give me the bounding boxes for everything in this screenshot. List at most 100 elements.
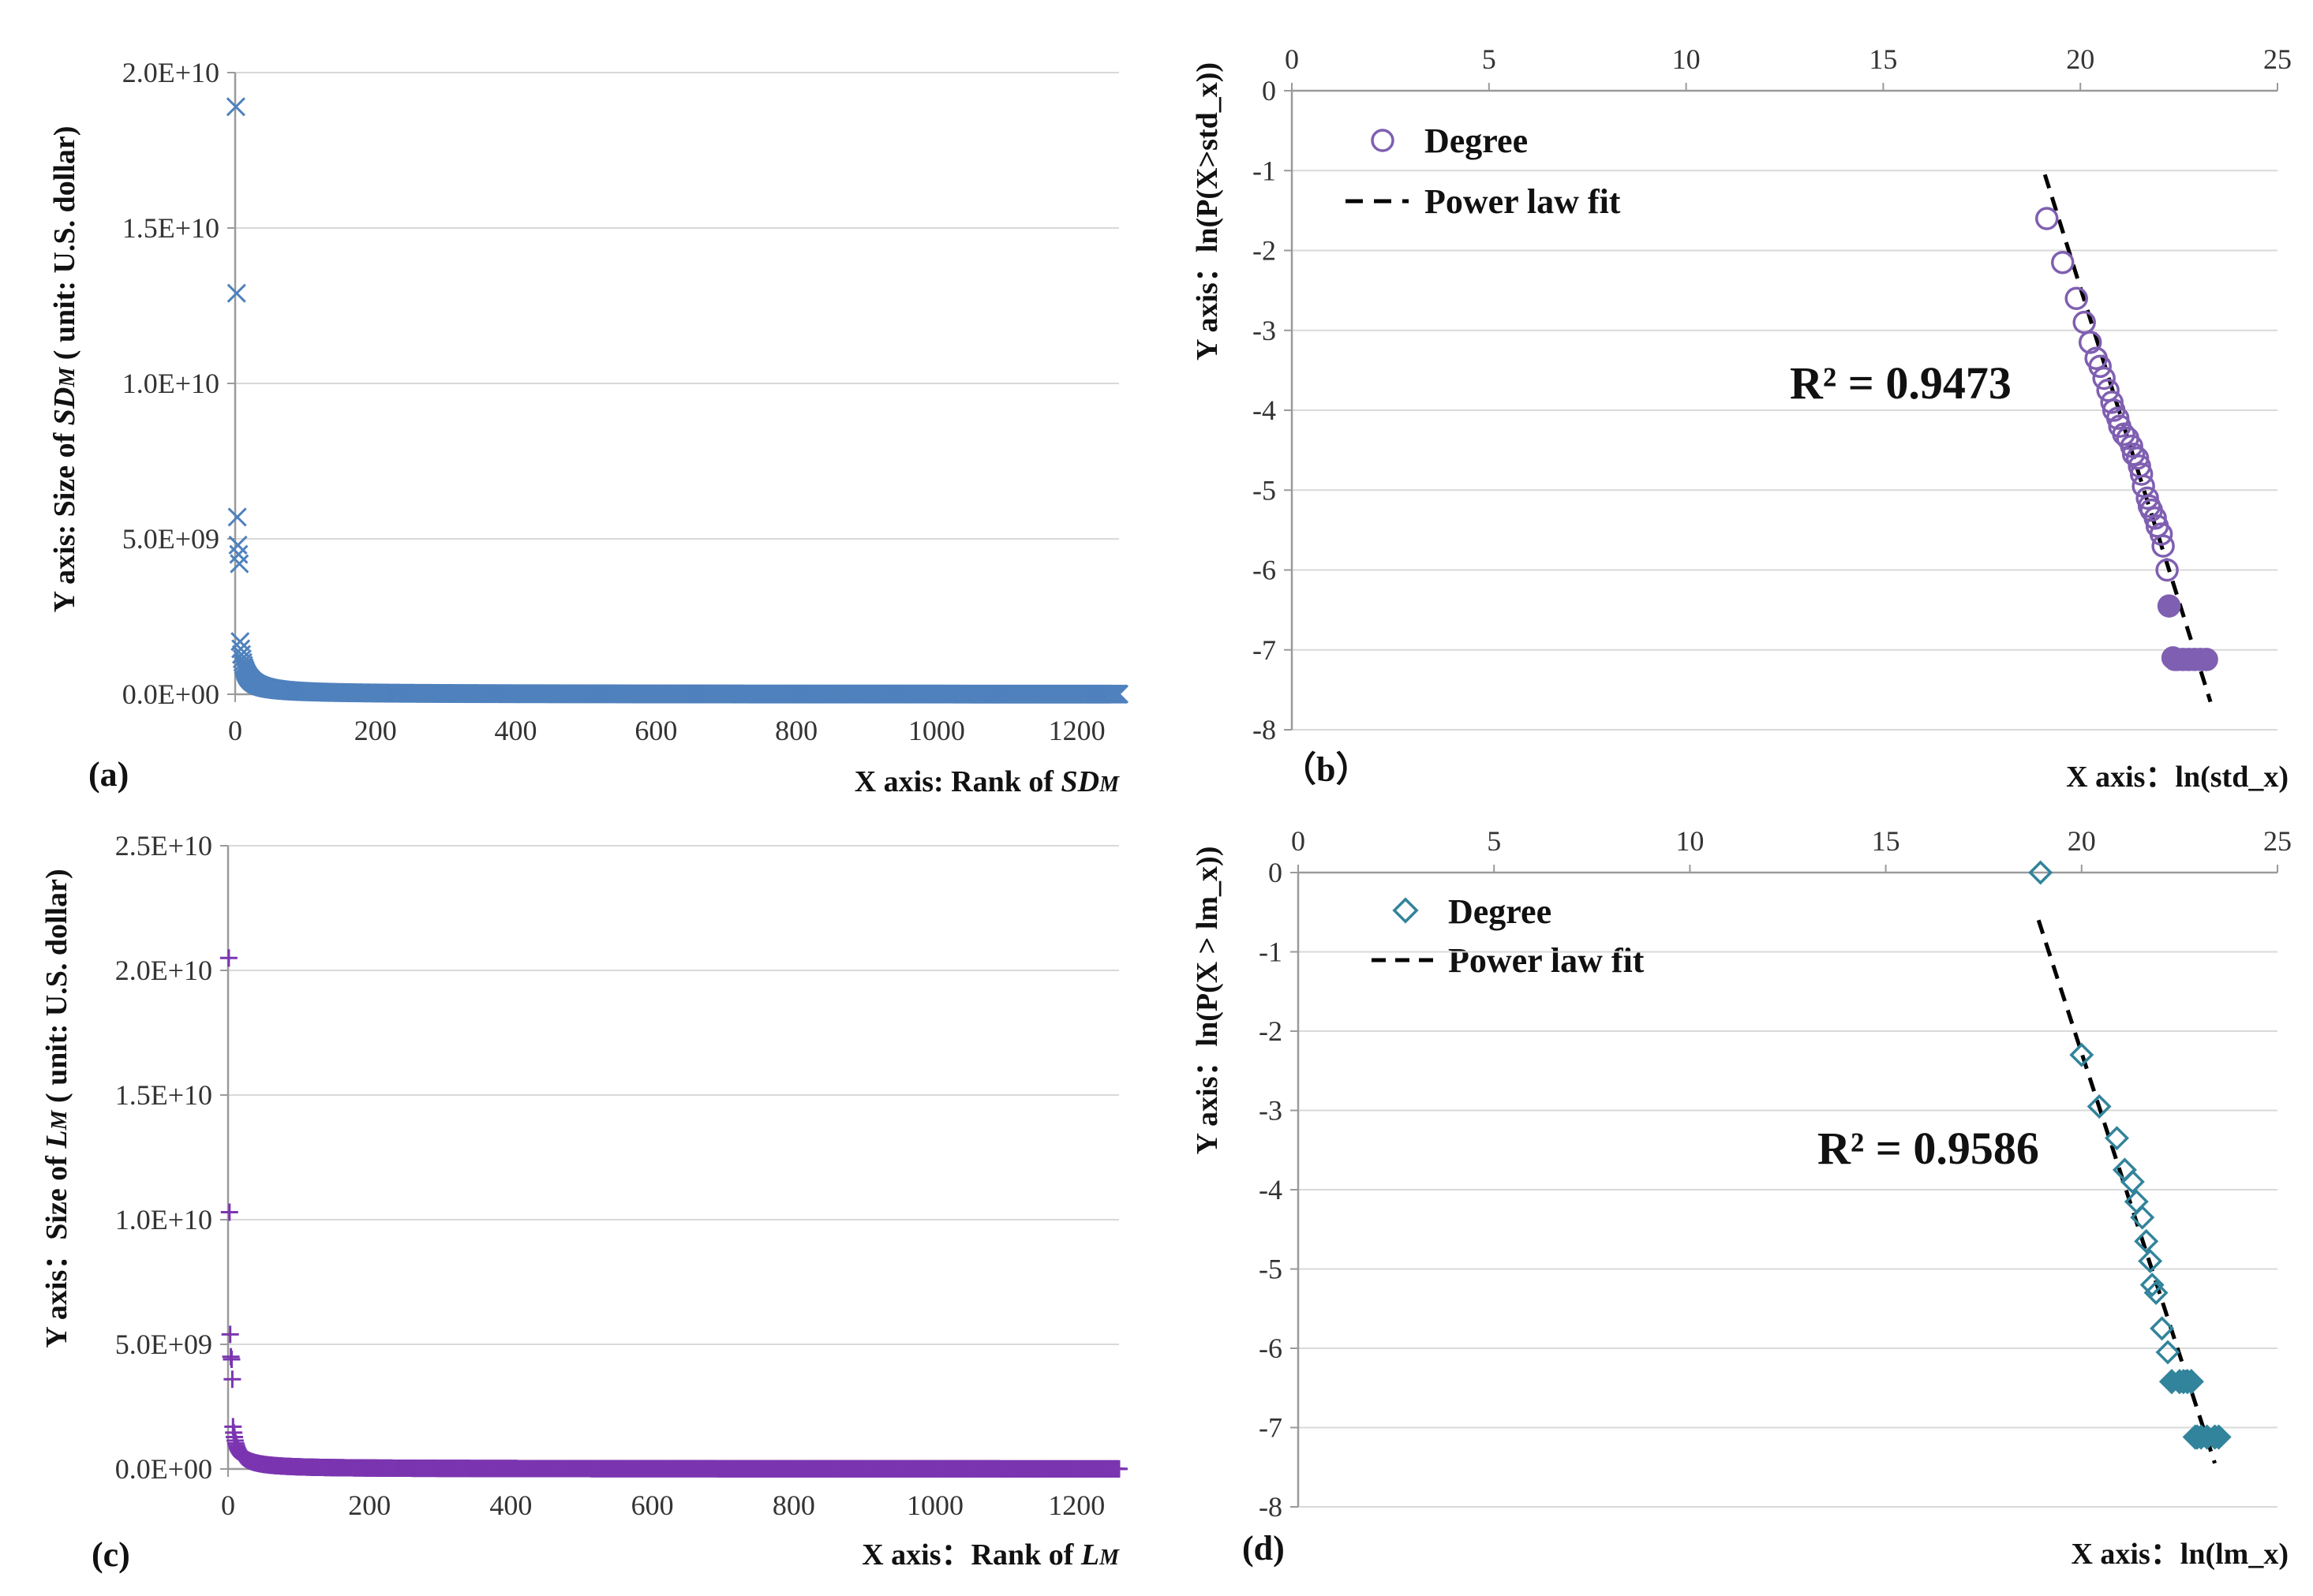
panel-d-data-point — [2206, 1424, 2232, 1450]
panel-c-data-point — [221, 1325, 239, 1344]
panel-d-x-tick-label: 0 — [1291, 825, 1305, 857]
panel-d-data-point — [2150, 1316, 2175, 1341]
panel-a-data-point — [230, 554, 249, 574]
panel-b-data-point — [2050, 250, 2075, 275]
panel-b-x-tick-label: 20 — [2066, 43, 2094, 75]
panel-d: (d) X axis：ln(lm_x) Y axis：ln(P(X > lm_x… — [1191, 847, 2289, 1571]
panel-c-y-tick-label: 5.0E+09 — [115, 1329, 212, 1360]
panel-b-y-tick-label: -4 — [1252, 394, 1276, 426]
panel-b-y-tick-label: -7 — [1252, 634, 1276, 666]
panel-b-x-axis-title: X axis：ln(std_x) — [2066, 761, 2289, 794]
panel-b-y-tick-label: 0 — [1262, 75, 1276, 107]
panel-b-y-tick-label: -2 — [1252, 235, 1276, 267]
panel-a-x-tick-label: 400 — [495, 715, 537, 746]
panel-c-data-point — [220, 1203, 238, 1221]
panel-d-y-tick-label: -6 — [1259, 1332, 1282, 1364]
panel-a-data-point — [226, 97, 245, 117]
panel-a-y-tick-label: 2.0E+10 — [122, 57, 219, 88]
panel-c: (c) X axis：Rank of LM Y axis：Size of LM … — [40, 869, 1120, 1574]
panel-d-x-tick-label: 20 — [2068, 825, 2096, 857]
panel-b-legend-marker-degree — [1371, 129, 1394, 152]
panel-c-label: (c) — [92, 1535, 130, 1574]
panel-b-data-point — [2151, 534, 2175, 558]
panel-a-y-tick-label: 5.0E+09 — [122, 523, 219, 555]
panel-c-y-axis-title: Y axis：Size of LM ( unit: U.S. dollar) — [40, 869, 73, 1347]
panel-a-data-point — [1109, 684, 1129, 704]
panel-d-data-point — [2155, 1340, 2180, 1365]
panel-c-plot: 0.0E+00 5.0E+09 1.0E+10 1.5E+10 2.0E+10 2.5E+… — [115, 830, 1128, 1521]
panel-d-data-point — [2143, 1280, 2169, 1306]
panel-b-data-point — [2092, 366, 2116, 391]
panel-d-x-tick-label: 15 — [1872, 825, 1900, 857]
panel-d-data-point — [2120, 1169, 2145, 1194]
panel-a-x-tick-label: 0 — [228, 715, 242, 746]
panel-d-x-tick-label: 25 — [2263, 825, 2292, 857]
panel-d-y-tick-label: 0 — [1268, 857, 1282, 888]
panel-b-legend-degree: Degree — [1424, 121, 1528, 160]
panel-b-x-tick-label: 15 — [1869, 43, 1897, 75]
panel-a-x-tick-label: 1000 — [908, 715, 965, 746]
panel-b-r-squared: R² = 0.9473 — [1790, 357, 2012, 409]
panel-d-y-axis-title: Y axis：ln(P(X > lm_x)) — [1191, 847, 1224, 1155]
panel-b-data-point — [2121, 442, 2146, 466]
panel-a-x-tick-label: 800 — [775, 715, 818, 746]
panel-a-plot: 0.0E+00 5.0E+09 1.0E+10 1.5E+10 2.0E+10 0 200 4… — [122, 57, 1129, 746]
panel-d-legend-fit: Power law fit — [1448, 941, 1645, 980]
panel-c-data-point — [223, 1370, 241, 1389]
panel-d-label: (d) — [1242, 1529, 1285, 1568]
panel-b-y-axis-title: Y axis：ln(P(X>std_x)) — [1191, 62, 1224, 361]
panel-c-x-tick-label: 200 — [348, 1489, 391, 1521]
panel-c-data-point — [223, 1350, 241, 1368]
panel-d-y-tick-label: -3 — [1259, 1095, 1282, 1127]
panel-b-x-tick-label: 5 — [1482, 43, 1496, 75]
panel-a-y-axis-title: Y axis: Size of SDM ( unit: U.S. dollar) — [48, 126, 81, 613]
panel-d-r-squared: R² = 0.9586 — [1817, 1123, 2039, 1174]
panel-d-data-point — [2028, 860, 2053, 885]
panel-c-data-point — [219, 949, 238, 967]
panel-c-x-axis-title: X axis：Rank of LM — [862, 1538, 1120, 1572]
panel-c-x-tick-label: 800 — [773, 1489, 815, 1521]
panel-b-data-point — [2034, 207, 2059, 230]
panel-b-legend-fit: Power law fit — [1424, 182, 1621, 221]
panel-b-data-point — [2149, 522, 2173, 546]
panel-a-y-tick-label: 1.5E+10 — [122, 212, 219, 244]
panel-c-y-tick-label: 0.0E+00 — [115, 1453, 212, 1485]
panel-d-data-point — [2087, 1093, 2112, 1119]
panel-d-data-point — [2138, 1248, 2163, 1273]
panel-d-data-point — [2134, 1228, 2159, 1254]
panel-d-plot: 0 -1 -2 -3 -4 -5 -6 -7 -8 0 5 10 15 20 25 — [1259, 825, 2292, 1523]
panel-d-y-tick-label: -5 — [1259, 1254, 1282, 1285]
panel-d-data-point — [2069, 1042, 2094, 1067]
panel-c-x-tick-label: 600 — [631, 1489, 674, 1521]
panel-c-data-point — [1110, 1460, 1128, 1478]
panel-a: (a) X axis: Rank of SDM Y axis: Size of … — [48, 126, 1120, 798]
panel-d-x-tick-label: 10 — [1675, 825, 1704, 857]
panel-b-x-tick-label: 10 — [1672, 43, 1701, 75]
panel-b-legend-box — [1342, 103, 1657, 237]
panel-c-y-tick-label: 2.0E+10 — [115, 955, 212, 986]
panel-b-y-tick-label: -3 — [1252, 315, 1276, 346]
panel-a-label: (a) — [88, 755, 129, 794]
panel-b-data-point — [2195, 648, 2218, 671]
panel-a-x-tick-label: 200 — [354, 715, 397, 746]
panel-d-x-tick-label: 5 — [1487, 825, 1501, 857]
panel-b-label: （b） — [1282, 750, 1370, 789]
panel-b-plot: 0 -1 -2 -3 -4 -5 -6 -7 -8 0 5 10 15 20 25 — [1252, 43, 2292, 746]
panel-c-y-tick-label: 1.5E+10 — [115, 1079, 212, 1111]
panel-d-x-axis-title: X axis：ln(lm_x) — [2071, 1538, 2289, 1571]
panel-a-data-point — [227, 507, 247, 527]
panel-b: （b） X axis：ln(std_x) Y axis：ln(P(X>std_x… — [1191, 62, 2289, 794]
panel-c-y-tick-label: 1.0E+10 — [115, 1204, 212, 1235]
panel-b-data-point — [2064, 286, 2088, 310]
panel-b-x-tick-label: 0 — [1285, 43, 1299, 75]
panel-c-x-tick-label: 1000 — [907, 1489, 964, 1521]
panel-b-power-law-fit-line — [2042, 174, 2213, 703]
panel-d-y-tick-label: -7 — [1259, 1412, 1282, 1444]
panel-b-x-tick-label: 25 — [2263, 43, 2292, 75]
panel-b-y-tick-label: -6 — [1252, 555, 1276, 586]
panel-d-data-point — [2105, 1126, 2129, 1151]
panel-b-data-point — [2155, 558, 2179, 582]
panel-d-data-point — [2178, 1369, 2204, 1395]
